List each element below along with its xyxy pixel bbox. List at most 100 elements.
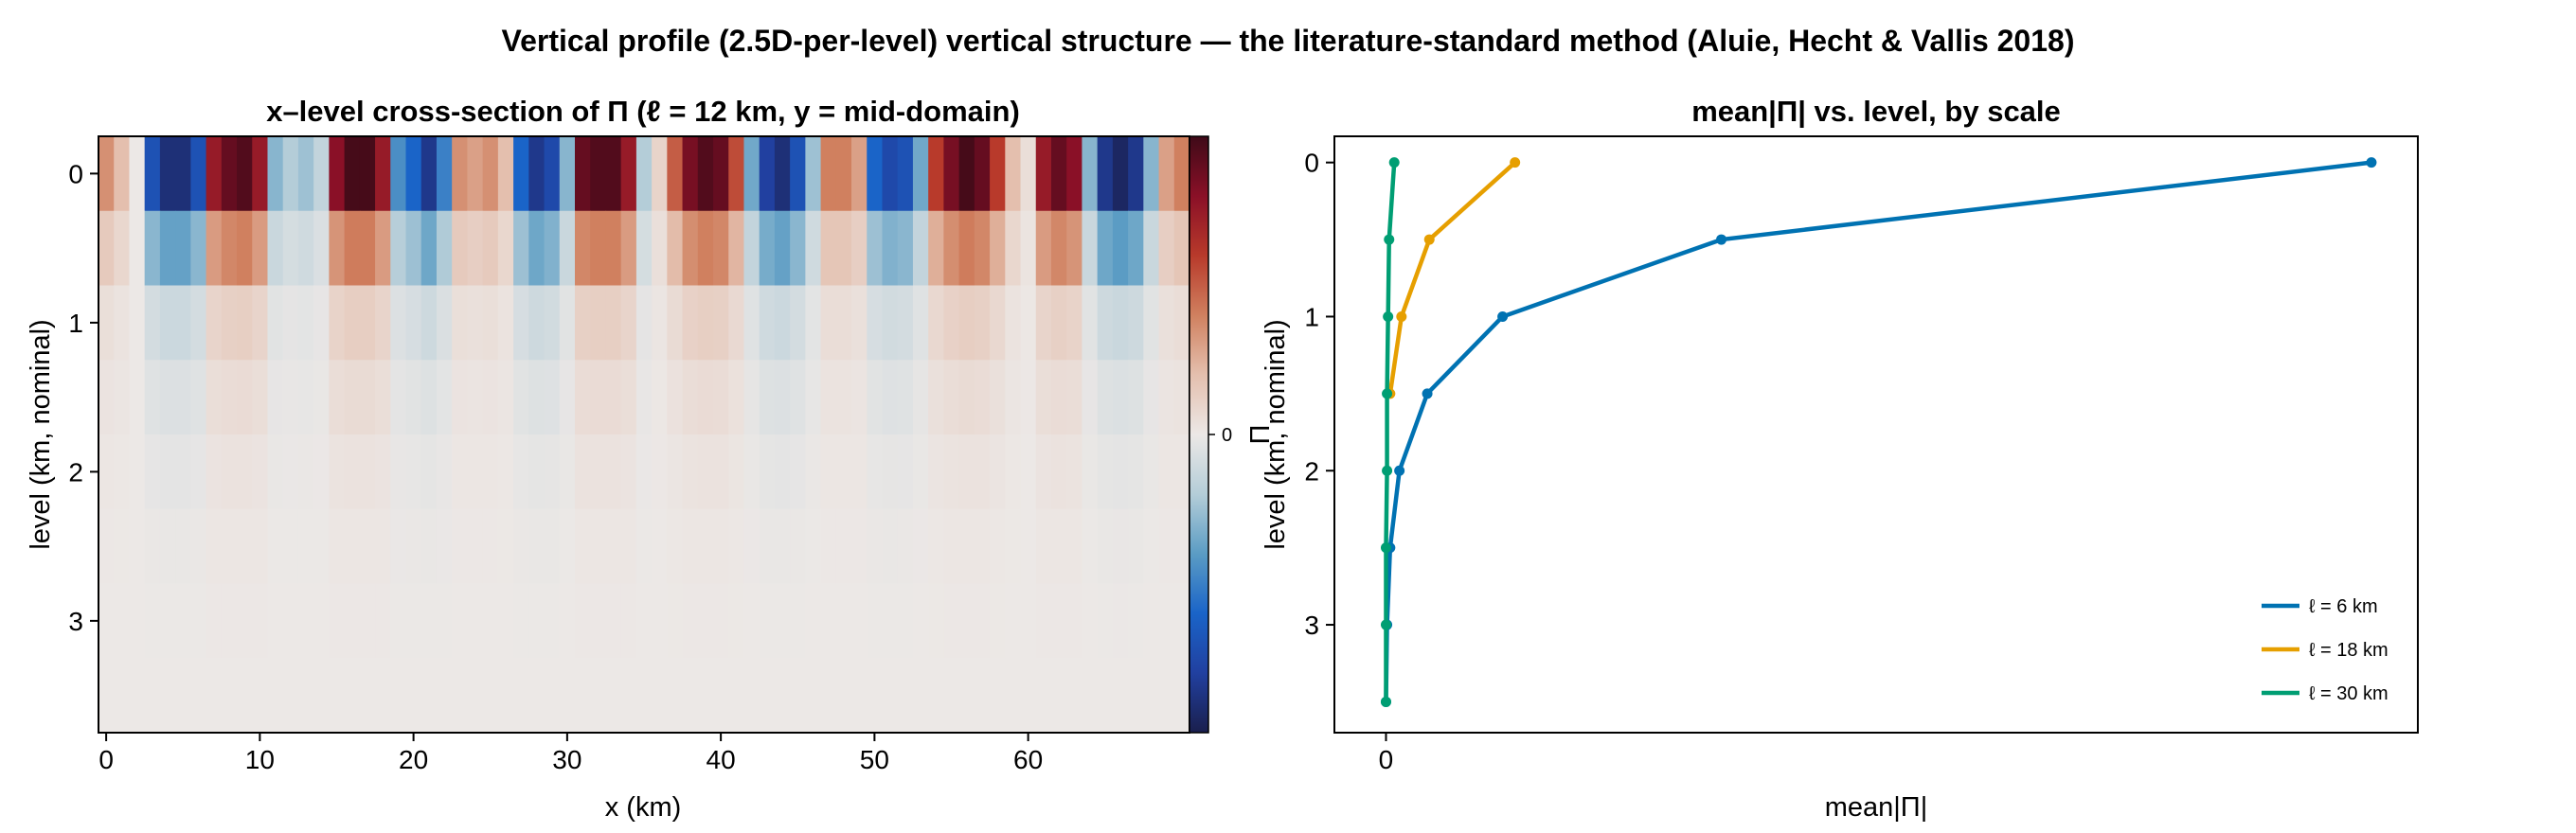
- heatmap-cell: [867, 508, 884, 585]
- heatmap-cell: [867, 136, 884, 212]
- heatmap-cell: [713, 658, 729, 734]
- heatmap-cell: [1020, 285, 1037, 361]
- heatmap-cell: [1097, 658, 1114, 734]
- heatmap-cell: [1005, 360, 1022, 435]
- heatmap-cell: [974, 434, 991, 510]
- heatmap-cell: [282, 508, 299, 585]
- heatmap-cell: [743, 508, 760, 585]
- heatmap-cell: [667, 285, 684, 361]
- heatmap-cell: [958, 658, 975, 734]
- heatmap-cell: [774, 360, 791, 435]
- heatmap-cell: [882, 434, 899, 510]
- heatmap-cell: [928, 508, 944, 585]
- series-1-point: [1497, 310, 1509, 322]
- heatmap-cell: [990, 583, 1006, 659]
- heatmap-cell: [497, 136, 514, 212]
- heatmap-cell: [990, 658, 1006, 734]
- figure-title: Vertical profile (2.5D-per-level) vertic…: [502, 24, 2075, 58]
- heatmap-cell: [574, 508, 591, 585]
- heatmap-cell: [1005, 285, 1022, 361]
- series-3-point: [1388, 157, 1400, 168]
- heatmap-cell: [743, 434, 760, 510]
- heatmap-cell: [774, 136, 791, 212]
- heatmap-cell: [190, 658, 207, 734]
- heatmap-cell: [620, 136, 637, 212]
- heatmap-cell: [743, 658, 760, 734]
- heatmap-cell: [544, 583, 561, 659]
- heatmap-cell: [98, 508, 115, 585]
- heatmap-cell: [713, 508, 729, 585]
- heatmap-cell: [436, 285, 453, 361]
- heatmap-cell: [221, 434, 238, 510]
- heatmap-cell: [928, 658, 944, 734]
- heatmap-cell: [1020, 583, 1037, 659]
- heatmap-cell: [282, 360, 299, 435]
- heatmap-cell: [728, 508, 745, 585]
- heatmap-cell: [559, 136, 576, 212]
- heatmap-cell: [297, 508, 314, 585]
- heatmap-cell: [1128, 360, 1144, 435]
- heatmap-cell: [590, 136, 607, 212]
- colorbar-tick-label: 0: [1222, 425, 1232, 446]
- heatmap-cell: [1128, 658, 1144, 734]
- heatmap-cell: [405, 434, 422, 510]
- heatmap-cell: [790, 434, 806, 510]
- heatmap-cell: [544, 136, 561, 212]
- heatmap-cell: [820, 583, 837, 659]
- series-3-line: [1384, 162, 1397, 702]
- heatmap-cell: [206, 285, 223, 361]
- heatmap-cell: [912, 658, 929, 734]
- heatmap-cell: [252, 434, 269, 510]
- heatmap-cell: [252, 136, 269, 212]
- heatmap-cell: [129, 360, 146, 435]
- heatmap-cell: [897, 583, 914, 659]
- heatmap-cell: [620, 508, 637, 585]
- heatmap-cell: [1112, 210, 1129, 287]
- heatmap-cell: [513, 434, 529, 510]
- heatmap-cell: [1173, 583, 1190, 659]
- heatmap-cell: [635, 136, 653, 212]
- heatmap-cell: [974, 210, 991, 287]
- heatmap-cell: [790, 658, 806, 734]
- heatmap-cell: [344, 583, 361, 659]
- heatmap-cell: [1082, 285, 1099, 361]
- heatmap-cell: [98, 210, 115, 287]
- heatmap-cell: [1005, 136, 1022, 212]
- heatmap-cell: [452, 136, 469, 212]
- heatmap-cell: [697, 508, 714, 585]
- heatmap-cell: [790, 136, 806, 212]
- heatmap-cell: [574, 136, 591, 212]
- heatmap-cell: [912, 210, 929, 287]
- series-3-point: [1380, 619, 1391, 630]
- heatmap-cell: [620, 434, 637, 510]
- heatmap-cell: [1035, 136, 1052, 212]
- heatmap-cell: [635, 210, 653, 287]
- heatmap-cell: [190, 583, 207, 659]
- heatmap-cell: [252, 658, 269, 734]
- heatmap-cell: [1066, 583, 1083, 659]
- heatmap-cell: [359, 583, 376, 659]
- heatmap-cell: [436, 360, 453, 435]
- heatmap-cell: [805, 210, 822, 287]
- heatmap-cell: [958, 210, 975, 287]
- heatmap-cell: [728, 658, 745, 734]
- heatmap-cell: [405, 658, 422, 734]
- heatmap-cell: [897, 360, 914, 435]
- heatmap-cell: [237, 434, 253, 510]
- heatmap-cell: [835, 285, 852, 361]
- heatmap-cell: [990, 136, 1006, 212]
- heatmap-cell: [958, 360, 975, 435]
- heatmap-cell: [652, 136, 668, 212]
- heatmap-cell: [559, 508, 576, 585]
- heatmap-cell: [452, 434, 469, 510]
- heatmap-cell: [697, 285, 714, 361]
- heatmap-cell: [221, 508, 238, 585]
- heatmap-cell: [452, 658, 469, 734]
- heatmap-cell: [1173, 285, 1190, 361]
- heatmap-cell: [513, 285, 529, 361]
- heatmap-y-label: level (km, nominal): [26, 319, 56, 549]
- heatmap-cell: [1066, 136, 1083, 212]
- heatmap-cell: [267, 360, 284, 435]
- heatmap-cell: [420, 210, 438, 287]
- heatmap-cell: [267, 508, 284, 585]
